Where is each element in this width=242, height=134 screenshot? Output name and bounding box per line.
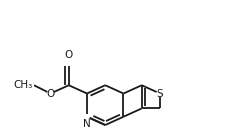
Text: O: O: [65, 50, 73, 59]
Text: S: S: [157, 89, 163, 98]
Text: O: O: [46, 89, 55, 98]
Text: CH₃: CH₃: [13, 80, 32, 90]
Text: N: N: [83, 119, 91, 129]
